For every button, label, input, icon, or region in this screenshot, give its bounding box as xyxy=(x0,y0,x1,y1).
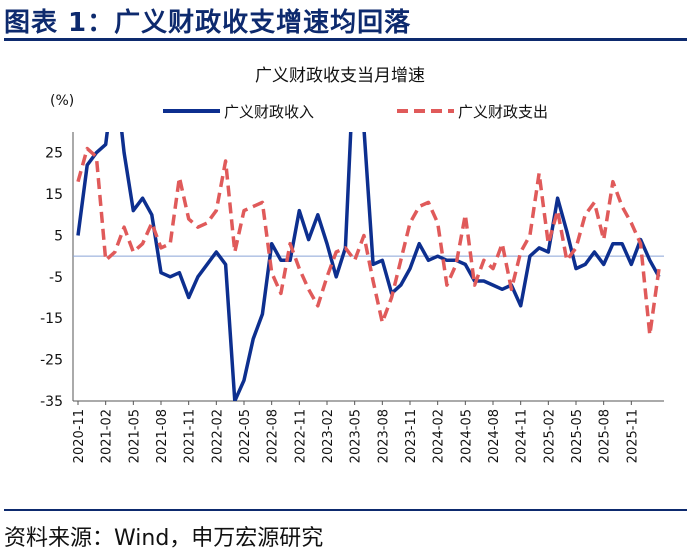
legend-label: 广义财政收入 xyxy=(224,103,314,121)
plot-area: -35 -25 -15 -5 5 15 25 2020-11 2021-02 2021-05 202… xyxy=(40,132,664,463)
source-note: 资料来源：Wind，申万宏源研究 xyxy=(4,526,324,551)
x-tick-label: 2022-05 xyxy=(238,409,253,463)
x-tick-label: 2023-02 xyxy=(321,409,336,463)
y-tick-label: 5 xyxy=(54,228,63,244)
fiscal-growth-chart: 广义财政收支当月增速 (%) 广义财政收入 广义财政支出 -35 -25 -15 -5 5… xyxy=(40,66,664,463)
x-tick-label: 2022-02 xyxy=(210,409,225,463)
x-tick-label: 2022-11 xyxy=(293,409,308,463)
x-tick-label: 2025-05 xyxy=(570,409,585,463)
x-tick-label: 2024-05 xyxy=(459,409,474,463)
x-tick-label: 2024-08 xyxy=(487,409,502,463)
x-tick-label: 2021-05 xyxy=(127,409,142,463)
x-tick-label: 2021-02 xyxy=(100,409,115,463)
x-tick-label: 2020-11 xyxy=(72,409,87,463)
figure-heading: 图表 1：广义财政收支增速均回落 xyxy=(4,0,687,41)
x-tick-label: 2025-08 xyxy=(598,409,613,463)
y-tick-label: -15 xyxy=(40,311,63,327)
x-tick-label: 2022-08 xyxy=(266,409,281,463)
x-tick-label: 2024-11 xyxy=(515,409,530,463)
chart-title: 广义财政收支当月增速 xyxy=(255,66,425,86)
x-tick-label: 2023-11 xyxy=(404,409,419,463)
y-tick-label: -35 xyxy=(40,394,63,410)
x-tick-label: 2023-05 xyxy=(349,409,364,463)
series-line-expenditure xyxy=(76,146,661,337)
x-tick-label: 2023-08 xyxy=(376,409,391,463)
y-tick-label: -5 xyxy=(49,270,63,286)
x-tick-label: 2024-02 xyxy=(432,409,447,463)
x-tick-label: 2025-11 xyxy=(625,409,640,463)
x-tick-label: 2025-02 xyxy=(542,409,557,463)
y-tick-label: 25 xyxy=(45,146,63,162)
footer-divider xyxy=(4,509,687,511)
y-tick-label: 15 xyxy=(45,187,63,203)
legend-label: 广义财政支出 xyxy=(458,103,548,121)
x-tick-label: 2021-11 xyxy=(183,409,198,463)
legend: 广义财政收入 广义财政支出 xyxy=(163,103,548,121)
unit-label: (%) xyxy=(50,93,74,109)
x-tick-label: 2021-08 xyxy=(155,409,170,463)
y-tick-label: -25 xyxy=(40,353,63,369)
series-line-revenue xyxy=(76,132,661,401)
figure-heading-text: 图表 1：广义财政收支增速均回落 xyxy=(4,8,412,38)
